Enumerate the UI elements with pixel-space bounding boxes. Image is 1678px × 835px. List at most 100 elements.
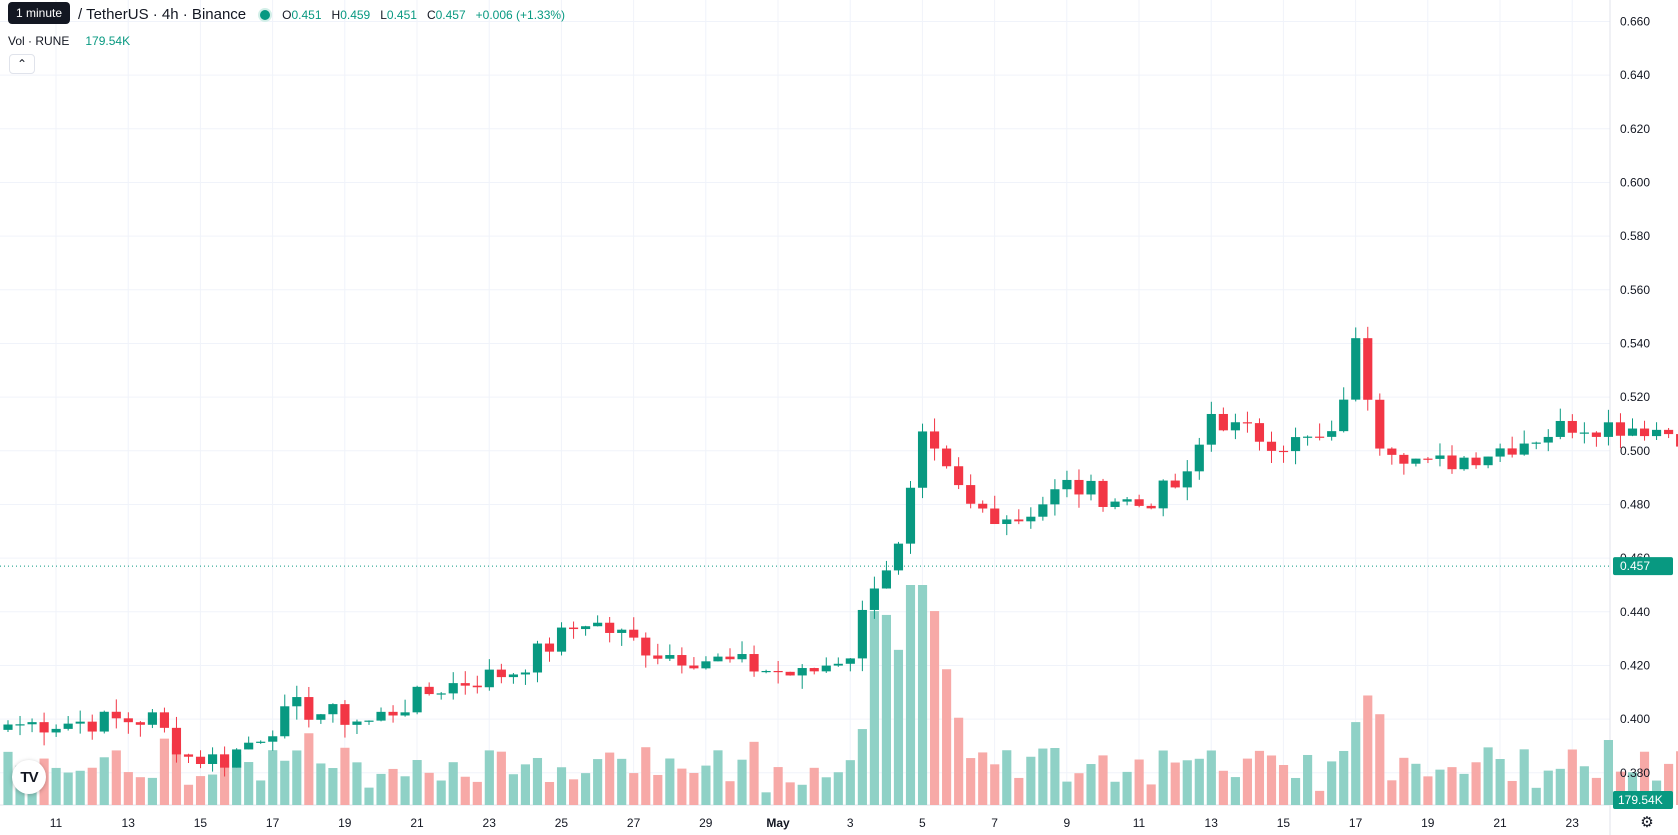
volume-bar (508, 774, 518, 805)
volume-bar (544, 781, 555, 805)
candle-body (1447, 455, 1457, 470)
volume-bar (159, 738, 170, 805)
volume-bar (857, 729, 867, 805)
volume-bar (689, 772, 699, 805)
candle-body (893, 543, 904, 571)
tradingview-logo-icon[interactable]: TV (12, 760, 46, 794)
volume-bar (1278, 764, 1289, 805)
volume-bar (147, 777, 157, 805)
candle-body (1194, 444, 1204, 472)
volume-bar (135, 777, 145, 805)
volume-bar (195, 776, 206, 805)
volume-bar (1062, 781, 1072, 805)
time-tick-label: 17 (1349, 816, 1363, 830)
time-tick-label: 25 (555, 816, 569, 830)
candle-body (87, 721, 97, 732)
volume-bar (629, 773, 639, 805)
candle-body (1086, 480, 1096, 495)
volume-bar (280, 760, 290, 805)
volume-bar (340, 747, 350, 805)
candle-body (183, 754, 194, 757)
volume-bar (821, 777, 831, 805)
candle-body (1676, 434, 1678, 447)
candle-body (1242, 422, 1253, 424)
volume-bar (581, 773, 591, 805)
time-tick-label: 17 (266, 816, 280, 830)
candle-body (207, 754, 218, 764)
volume-bar (725, 781, 735, 805)
candle-body (1579, 432, 1589, 434)
gear-icon[interactable]: ⚙ (1640, 814, 1654, 831)
volume-bar (1411, 763, 1421, 805)
candle-body (641, 637, 651, 656)
volume-bar (605, 752, 615, 805)
price-tick-label: 0.640 (1620, 68, 1650, 82)
candle-body (232, 749, 242, 768)
volume-bar (460, 776, 470, 805)
volume-bar (966, 758, 976, 805)
candle-body (653, 655, 663, 659)
time-tick-label: 11 (1133, 816, 1146, 830)
volume-bar (1327, 761, 1337, 805)
volume-bar (472, 781, 482, 805)
volume-bar (1639, 751, 1650, 805)
price-tick-label: 0.520 (1620, 390, 1650, 404)
chevron-up-icon: ⌃ (16, 57, 28, 71)
candle-body (304, 697, 314, 720)
candle-body (1591, 432, 1601, 437)
candle-body (1375, 399, 1385, 449)
candle-body (460, 683, 470, 686)
volume-label[interactable]: Vol · RUNE (8, 34, 70, 48)
candle-body (761, 670, 771, 673)
candle-body (1206, 413, 1216, 445)
volume-bar (27, 785, 37, 805)
volume-bar (412, 760, 422, 805)
volume-bar (1146, 784, 1156, 805)
candle-body (713, 656, 723, 662)
volume-bar (1495, 759, 1505, 805)
volume-bar (617, 758, 627, 805)
price-tick-label: 0.600 (1620, 175, 1650, 189)
price-tick-label: 0.660 (1620, 14, 1650, 28)
candle-body (809, 668, 819, 672)
volume-bar (400, 776, 410, 805)
volume-bar (1303, 754, 1313, 805)
time-tick-label: 29 (699, 816, 713, 830)
volume-bar (1531, 787, 1541, 805)
legend-ohlc: / TetherUS · 4h · Binance O0.451 H0.459 … (8, 6, 569, 23)
volume-bar (641, 747, 651, 805)
candle-body (1555, 420, 1565, 437)
candle-body (147, 712, 157, 725)
candle-body (1050, 489, 1060, 505)
volume-bar (677, 768, 687, 805)
candle-body (1290, 437, 1301, 452)
market-status-icon[interactable] (258, 7, 273, 22)
candle-body (966, 485, 976, 504)
volume-bar (520, 764, 531, 805)
candle-body (532, 643, 543, 673)
candle-body (737, 654, 747, 660)
volume-bar (1038, 748, 1048, 805)
candle-body (1339, 399, 1349, 432)
volume-bar (87, 767, 97, 805)
candle-body (1387, 448, 1397, 455)
volume-bar (1579, 766, 1589, 805)
price-tick-label: 0.580 (1620, 229, 1650, 243)
volume-bar (665, 758, 675, 805)
ohlc-close: C0.457 (426, 8, 466, 22)
volume-bar (749, 741, 759, 805)
volume-bar (388, 768, 398, 805)
volume-bar (1098, 755, 1108, 805)
volume-bar (532, 757, 543, 805)
volume-bar (63, 772, 73, 805)
collapse-legend-button[interactable]: ⌃ (9, 54, 35, 74)
symbol-title[interactable]: / TetherUS · 4h · Binance (78, 6, 247, 23)
price-tick-label: 0.560 (1620, 283, 1650, 297)
candle-body (123, 718, 133, 723)
volume-bar (761, 792, 771, 805)
candle-body (63, 723, 73, 729)
volume-bar (51, 767, 61, 805)
candle-body (75, 721, 85, 724)
volume-bar (1603, 740, 1614, 805)
